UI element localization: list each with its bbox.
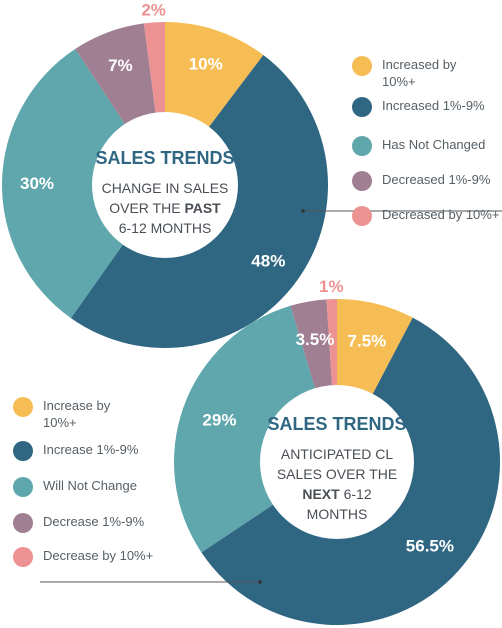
legend-item-1-4: Decreased 1%-9% [352, 171, 502, 191]
legend-label: Decrease 1%-9% [43, 514, 145, 529]
donut-slice-1-1 [165, 22, 264, 131]
legend-label: Increase by 10%+ [43, 398, 111, 430]
center-subtitle-line-2-4: MONTHS [307, 506, 368, 522]
donut-slice-2-2 [201, 317, 500, 625]
slice-value-label-2-5: 1% [319, 277, 344, 296]
legend-label: Increase 1%-9% [43, 442, 139, 457]
center-subtitle-line-1-2: OVER THE PAST [109, 200, 221, 216]
slice-value-label-2-4: 3.5% [296, 330, 335, 349]
center-subtitle-line-2-1: ANTICIPATED CL [281, 446, 393, 462]
legend-label: Will Not Change [43, 478, 137, 493]
slice-value-label-1-1: 10% [189, 55, 223, 74]
slice-value-label-1-5: 2% [141, 0, 166, 19]
legend-item-1-2: Increased 1%-9% [352, 97, 502, 117]
legend-label: Has Not Changed [382, 137, 486, 152]
slice-value-label-2-1: 7.5% [348, 332, 387, 351]
legend-swatch [352, 136, 372, 156]
legend-swatch [13, 547, 33, 567]
legend-label: Decrease by 10%+ [43, 548, 154, 563]
slice-value-label-1-4: 7% [108, 56, 133, 75]
legend-swatch [13, 397, 33, 417]
slice-value-label-2-2: 56.5% [406, 537, 454, 556]
donut-chart-next: 7.5% 56.5% 29% 3.5% 1% SALES TRENDS ANTICIPATE… [173, 277, 500, 625]
donut-slice-2-4 [290, 299, 333, 392]
legend-next: Increase by 10%+ Increase 1%-9% Will Not Ch… [13, 397, 183, 567]
legend-label: Decreased 1%-9% [382, 172, 491, 187]
donut-slice-1-5 [143, 22, 165, 118]
donut-slice-2-5 [326, 299, 337, 389]
legend-item-2-5: Decrease by 10%+ [13, 547, 173, 567]
legend-item-2-2: Increase 1%-9% [13, 441, 173, 461]
slice-value-label-2-3: 29% [202, 411, 236, 430]
center-subtitle-line-2-3: NEXT 6-12 [302, 486, 371, 502]
legend-label: Decreased by 10%+ [382, 207, 500, 222]
legend-item-2-3: Will Not Change [13, 477, 173, 497]
legend-item-2-1: Increase by 10%+ [13, 397, 173, 431]
legend-swatch [13, 477, 33, 497]
divider-dot-past [301, 209, 305, 213]
slice-value-label-1-2: 48% [251, 252, 285, 271]
legend-label: Increased 1%-9% [382, 98, 485, 113]
center-title-2: SALES TRENDS [267, 414, 406, 434]
donut-center-2 [260, 385, 414, 539]
donut-slice-1-4 [75, 23, 157, 129]
legend-swatch [352, 97, 372, 117]
legend-label: Increased by 10%+ [382, 57, 457, 89]
legend-swatch [13, 513, 33, 533]
legend-past: Increased by 10%+ Increased 1%-9% Has Not C… [352, 56, 502, 226]
legend-swatch [13, 441, 33, 461]
center-subtitle-line-1-3: 6-12 MONTHS [119, 220, 212, 236]
donut-slice-2-3 [173, 305, 316, 553]
legend-item-2-4: Decrease 1%-9% [13, 513, 173, 533]
donut-slice-1-3 [2, 48, 128, 319]
divider-dot-next [258, 580, 262, 584]
legend-item-1-5: Decreased by 10%+ [352, 206, 502, 226]
legend-item-1-1: Increased by 10%+ [352, 56, 502, 90]
legend-swatch [352, 171, 372, 191]
donut-slice-1-2 [70, 55, 328, 348]
legend-swatch [352, 206, 372, 226]
center-title-1: SALES TRENDS [95, 148, 234, 168]
donut-chart-past: 10% 48% 30% 7% 2% SALES TRENDS CHANGE IN SALES… [2, 0, 328, 348]
donut-slice-2-1 [337, 299, 413, 397]
donut-center-1 [92, 112, 238, 258]
slice-value-label-1-3: 30% [20, 174, 54, 193]
center-subtitle-line-2-2: SALES OVER THE [277, 466, 397, 482]
legend-item-1-3: Has Not Changed [352, 136, 502, 156]
center-subtitle-line-1-1: CHANGE IN SALES [102, 180, 229, 196]
legend-swatch [352, 56, 372, 76]
